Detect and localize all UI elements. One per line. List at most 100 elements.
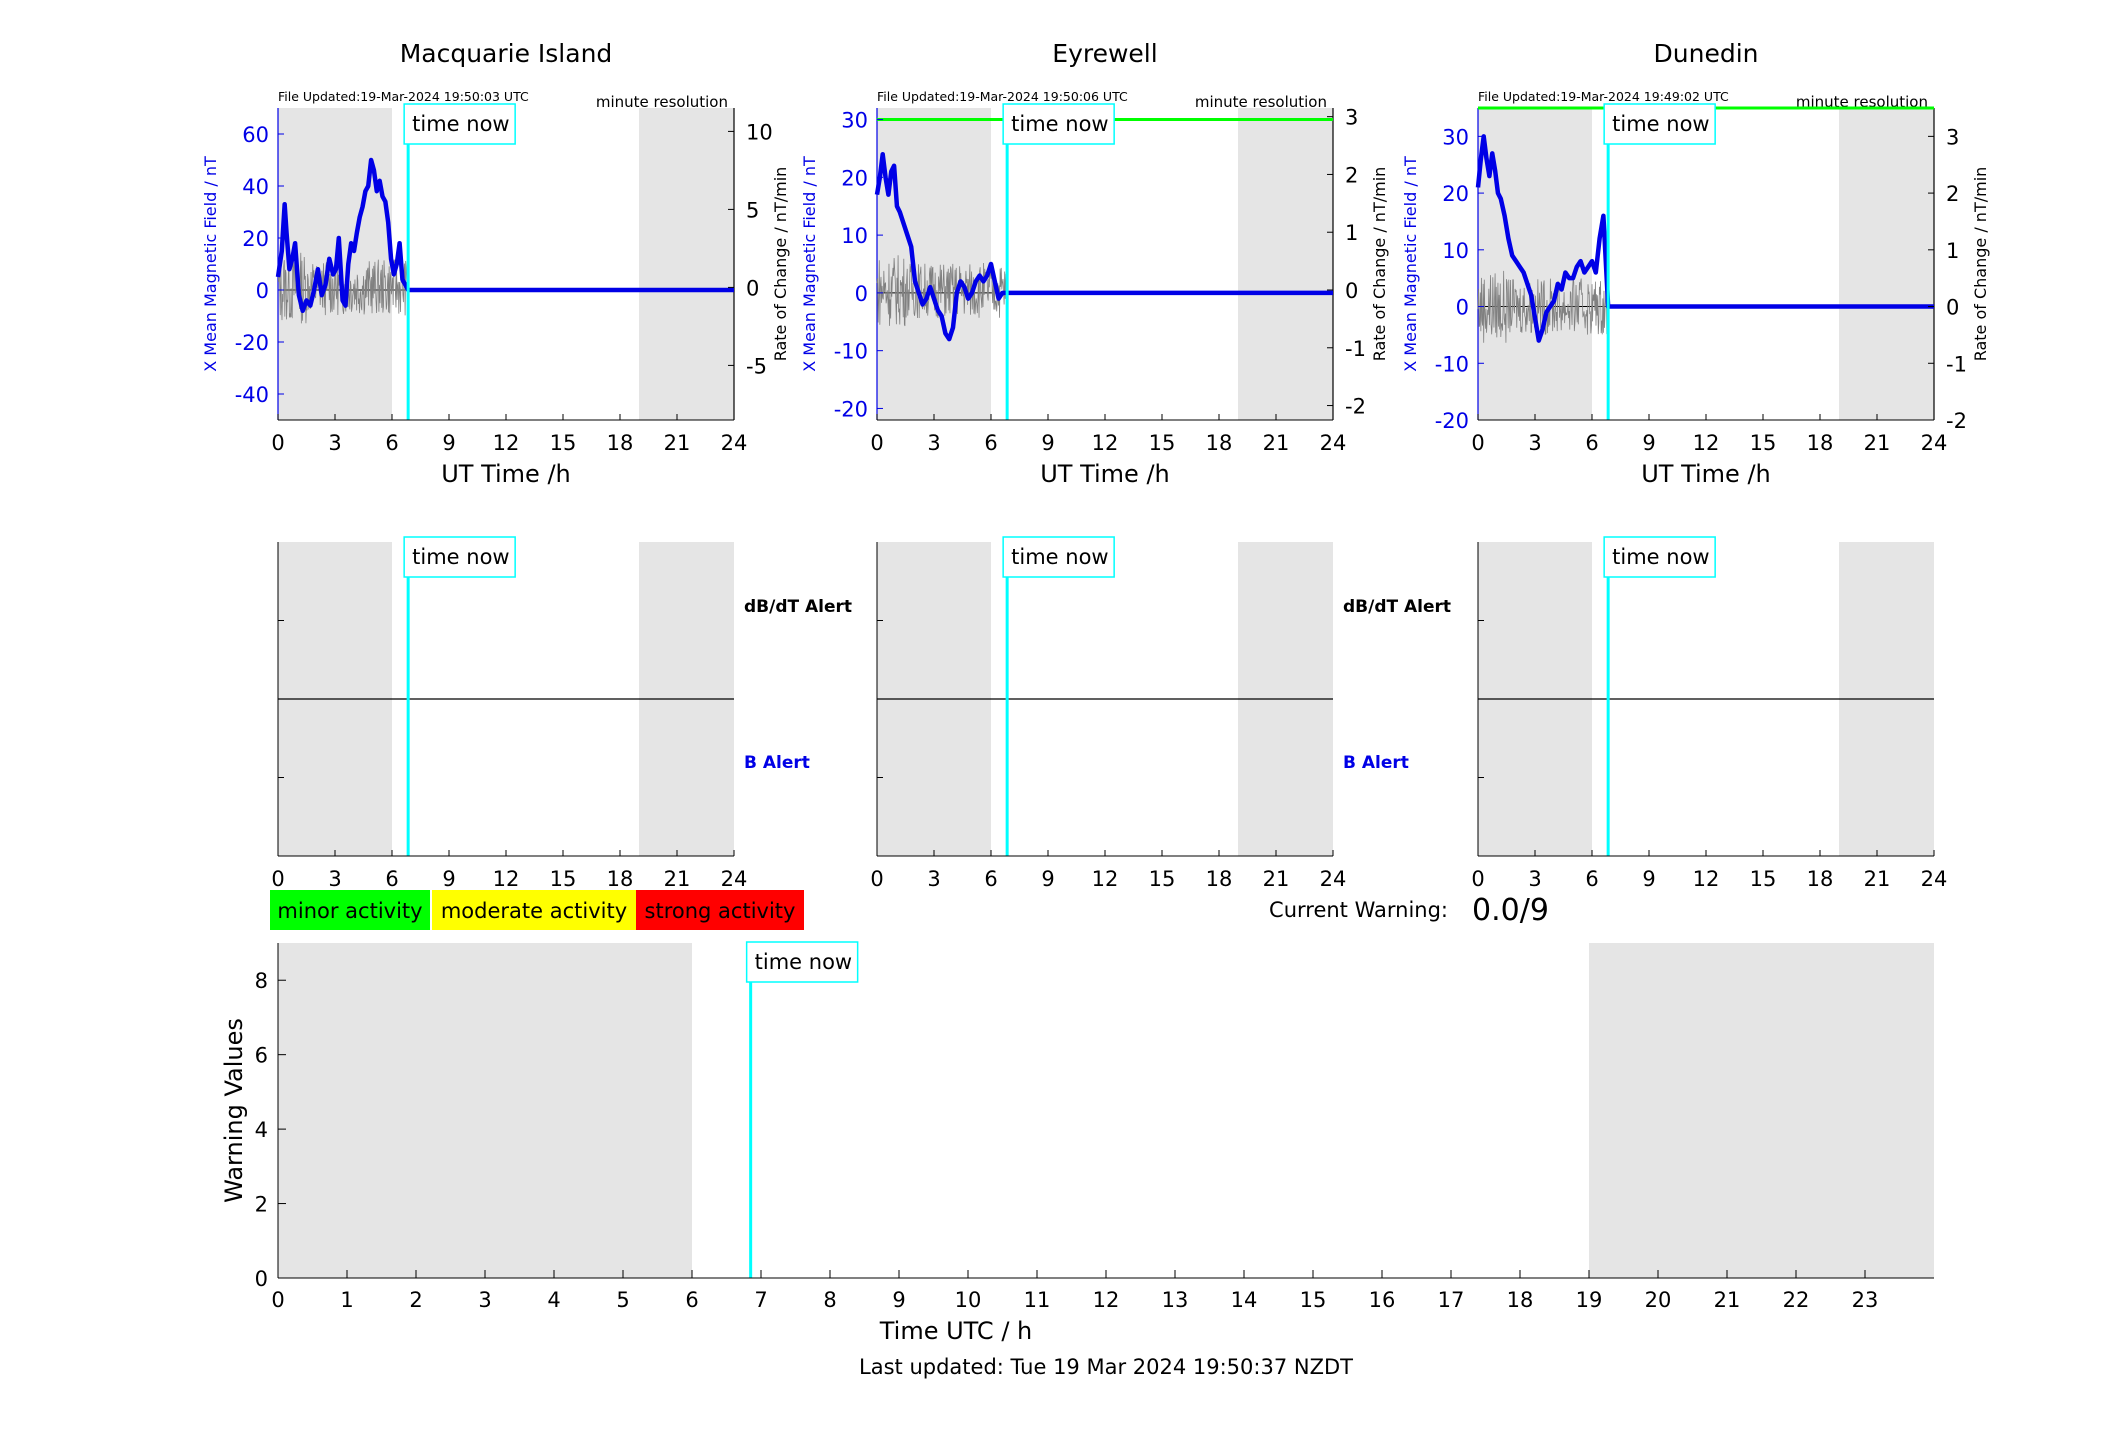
x-tick-label: 24 (721, 867, 748, 891)
x-tick-label: 21 (1864, 431, 1891, 455)
legend-label: moderate activity (441, 899, 627, 923)
x-tick-label: 18 (607, 867, 634, 891)
x-tick-label: 23 (1852, 1288, 1879, 1312)
time-now-marker: time now (1002, 103, 1115, 145)
x-tick-label: 12 (1093, 1288, 1120, 1312)
night-shading (1839, 108, 1934, 420)
y-axis-label: Warning Values (220, 1018, 248, 1203)
time-now-marker: time now (403, 103, 516, 145)
time-now-box (403, 536, 516, 578)
x-tick-label: 21 (1263, 431, 1290, 455)
x-tick-label: 0 (1471, 867, 1484, 891)
x-tick-label: 3 (927, 867, 940, 891)
x-tick-label: 0 (271, 867, 284, 891)
night-shading (1238, 108, 1333, 420)
x-tick-label: 0 (271, 431, 284, 455)
legend-swatch (636, 890, 804, 930)
left-y-axis-label: X Mean Magnetic Field / nT (800, 156, 819, 372)
right-y-tick-label: 2 (1946, 182, 1959, 206)
x-tick-label: 9 (442, 431, 455, 455)
chart-title: Macquarie Island (400, 39, 613, 68)
x-tick-label: 15 (1300, 1288, 1327, 1312)
x-tick-label: 5 (616, 1288, 629, 1312)
time-now-label: time now (412, 545, 509, 569)
x-tick-label: 4 (547, 1288, 560, 1312)
file-updated-text: File Updated:19-Mar-2024 19:49:02 UTC (1478, 89, 1729, 104)
left-y-tick-label: 10 (841, 224, 868, 248)
x-axis-label: UT Time /h (441, 460, 571, 488)
b-alert-label: B Alert (744, 753, 810, 773)
left-y-tick-label: 20 (841, 166, 868, 190)
y-tick-label: 2 (255, 1193, 268, 1217)
time-now-marker: time now (1603, 103, 1716, 145)
dbdt-alert-label: dB/dT Alert (1343, 597, 1451, 617)
left-y-tick-label: 30 (841, 109, 868, 133)
night-shading (1589, 943, 1934, 1278)
time-now-label: time now (1612, 545, 1709, 569)
night-shading (877, 108, 991, 420)
x-tick-label: 15 (1750, 867, 1777, 891)
x-tick-label: 3 (1528, 431, 1541, 455)
x-tick-label: 6 (1585, 431, 1598, 455)
left-y-tick-label: 10 (1442, 239, 1469, 263)
time-now-marker: time now (1603, 536, 1716, 578)
right-y-tick-label: 1 (1946, 239, 1959, 263)
chart-title: Dunedin (1654, 39, 1759, 68)
legend-swatch (270, 890, 430, 930)
time-now-box (745, 941, 859, 983)
x-tick-label: 9 (1041, 431, 1054, 455)
x-tick-label: 18 (1206, 431, 1233, 455)
x-tick-label: 17 (1438, 1288, 1465, 1312)
night-shading (1478, 108, 1592, 420)
left-y-tick-label: 20 (1442, 182, 1469, 206)
x-tick-label: 3 (328, 431, 341, 455)
right-y-tick-label: 1 (1345, 221, 1358, 245)
left-y-tick-label: -10 (834, 340, 868, 364)
x-tick-label: 24 (721, 431, 748, 455)
right-y-tick-label: 10 (746, 120, 773, 144)
legend-item: strong activity (636, 890, 804, 930)
left-y-tick-label: 0 (1456, 296, 1469, 320)
x-tick-label: 6 (984, 867, 997, 891)
file-updated-text: File Updated:19-Mar-2024 19:50:03 UTC (278, 89, 529, 104)
x-tick-label: 3 (927, 431, 940, 455)
x-tick-label: 18 (1807, 431, 1834, 455)
right-y-tick-label: -2 (1345, 395, 1366, 419)
last-updated-text: Last updated: Tue 19 Mar 2024 19:50:37 N… (859, 1355, 1353, 1379)
legend-swatch (432, 890, 636, 930)
x-tick-label: 24 (1320, 431, 1347, 455)
x-tick-label: 9 (442, 867, 455, 891)
x-tick-label: 12 (493, 431, 520, 455)
legend-item: minor activity (270, 890, 430, 930)
x-tick-label: 12 (1092, 431, 1119, 455)
x-tick-label: 18 (1507, 1288, 1534, 1312)
left-y-axis-label: X Mean Magnetic Field / nT (1401, 156, 1420, 372)
x-tick-label: 19 (1576, 1288, 1603, 1312)
left-y-tick-label: 30 (1442, 125, 1469, 149)
x-tick-label: 3 (328, 867, 341, 891)
right-y-tick-label: 0 (1946, 296, 1959, 320)
current-warning-value: 0.0/9 (1472, 893, 1549, 928)
current-warning-label: Current Warning: (1269, 898, 1448, 922)
dbdt-alert-label: dB/dT Alert (744, 597, 852, 617)
x-tick-label: 21 (664, 867, 691, 891)
x-tick-label: 3 (478, 1288, 491, 1312)
x-tick-label: 15 (550, 431, 577, 455)
x-tick-label: 7 (754, 1288, 767, 1312)
file-updated-text: File Updated:19-Mar-2024 19:50:06 UTC (877, 89, 1128, 104)
x-tick-label: 21 (1864, 867, 1891, 891)
x-tick-label: 22 (1783, 1288, 1810, 1312)
y-tick-label: 8 (255, 969, 268, 993)
x-tick-label: 12 (493, 867, 520, 891)
time-now-label: time now (755, 950, 852, 974)
x-tick-label: 6 (1585, 867, 1598, 891)
x-tick-label: 9 (892, 1288, 905, 1312)
field-series-line (1475, 134, 1934, 343)
x-tick-label: 11 (1024, 1288, 1051, 1312)
x-tick-label: 0 (1471, 431, 1484, 455)
resolution-text: minute resolution (596, 93, 728, 111)
right-y-tick-label: 0 (746, 276, 759, 300)
x-tick-label: 1 (340, 1288, 353, 1312)
x-tick-label: 12 (1693, 867, 1720, 891)
resolution-text: minute resolution (1195, 93, 1327, 111)
